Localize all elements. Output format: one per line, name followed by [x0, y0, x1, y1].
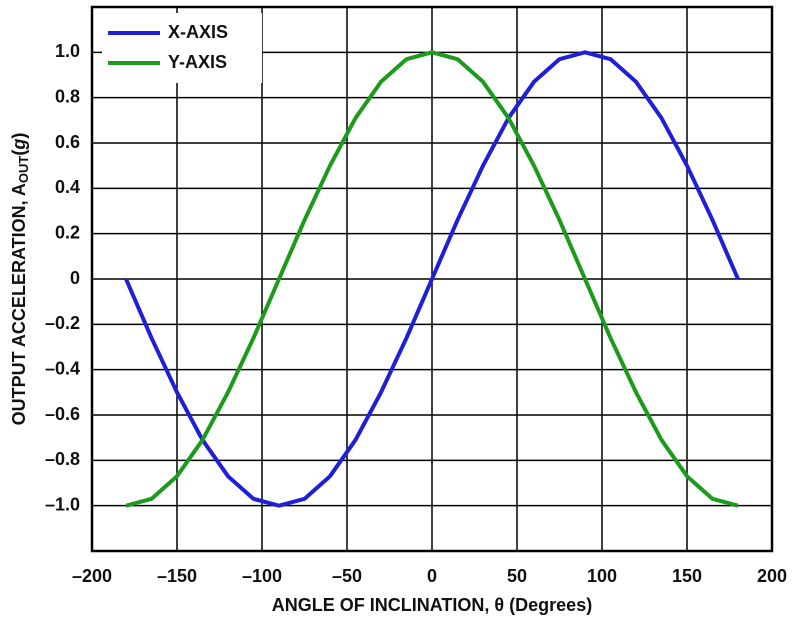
y-tick-label: –0.8 — [45, 449, 80, 469]
y-label-unit-close: ) — [9, 133, 29, 139]
x-tick-label: –200 — [72, 566, 112, 586]
x-tick-label: 100 — [587, 566, 617, 586]
x-axis-label: ANGLE OF INCLINATION, θ (Degrees) — [272, 595, 592, 615]
x-tick-label: 150 — [672, 566, 702, 586]
y-label-main: OUTPUT ACCELERATION, A — [9, 183, 29, 425]
y-label-sub: OUT — [16, 156, 31, 184]
y-tick-label: –0.6 — [45, 404, 80, 424]
y-tick-label: 0 — [70, 268, 80, 288]
plot-border — [90, 5, 774, 553]
x-tick-label: 0 — [427, 566, 437, 586]
y-tick-label: –1.0 — [45, 494, 80, 514]
y-tick-label: 0.8 — [55, 86, 80, 106]
legend-box — [102, 13, 262, 83]
x-tick-label: 50 — [507, 566, 527, 586]
x-tick-label: 200 — [757, 566, 787, 586]
data-line — [124, 50, 740, 508]
y-tick-label: –0.4 — [45, 358, 80, 378]
y-tick-label: –0.2 — [45, 313, 80, 333]
y-axis-label: OUTPUT ACCELERATION, AOUT(g) — [9, 133, 32, 426]
y-label-unit: g — [9, 139, 29, 151]
x-tick-label: –100 — [242, 566, 282, 586]
x-tick-label: –50 — [332, 566, 362, 586]
data-line — [125, 50, 739, 508]
y-label-unit-open: ( — [9, 150, 29, 156]
y-tick-label: 0.2 — [55, 222, 80, 242]
legend-label: X-AXIS — [168, 22, 228, 42]
legend-label: Y-AXIS — [168, 52, 227, 72]
x-tick-label: –150 — [157, 566, 197, 586]
y-tick-label: 1.0 — [55, 41, 80, 61]
y-tick-label: 0.6 — [55, 132, 80, 152]
y-tick-label: 0.4 — [55, 177, 80, 197]
